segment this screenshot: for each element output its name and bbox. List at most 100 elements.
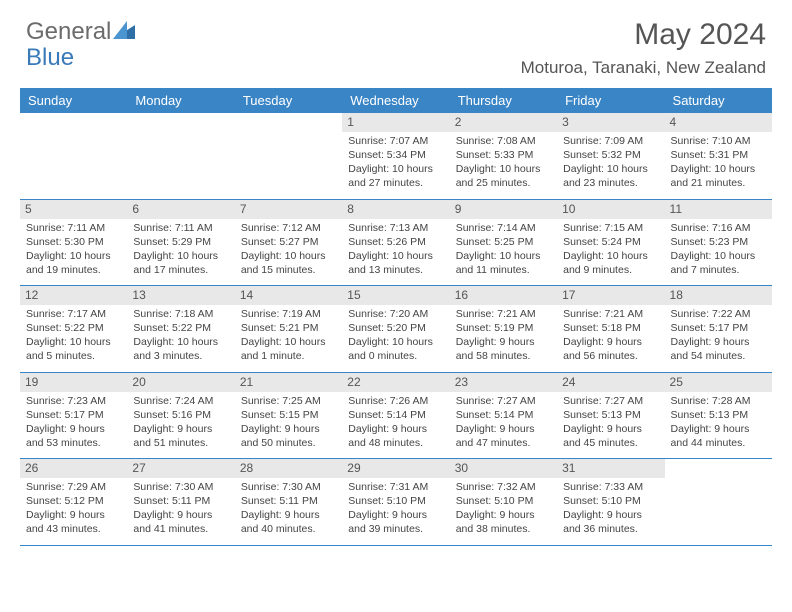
day-detail: and 17 minutes. [133, 264, 228, 277]
day-detail: Sunset: 5:29 PM [133, 236, 228, 249]
day-detail: and 48 minutes. [348, 437, 443, 450]
calendar-cell: . [20, 113, 127, 199]
day-detail: and 7 minutes. [671, 264, 766, 277]
day-number: 15 [342, 286, 449, 305]
day-detail: Sunrise: 7:33 AM [563, 481, 658, 494]
day-detail: and 38 minutes. [456, 523, 551, 536]
day-detail: Sunrise: 7:27 AM [456, 395, 551, 408]
day-detail: Daylight: 10 hours [671, 250, 766, 263]
day-detail: and 56 minutes. [563, 350, 658, 363]
day-detail: Daylight: 10 hours [456, 163, 551, 176]
day-detail: and 47 minutes. [456, 437, 551, 450]
day-detail: and 15 minutes. [241, 264, 336, 277]
day-detail: and 3 minutes. [133, 350, 228, 363]
day-number: 4 [665, 113, 772, 132]
day-detail: Daylight: 10 hours [241, 250, 336, 263]
day-detail: Daylight: 9 hours [456, 423, 551, 436]
day-detail: and 54 minutes. [671, 350, 766, 363]
calendar-cell: . [235, 113, 342, 199]
calendar-cell: 29Sunrise: 7:31 AMSunset: 5:10 PMDayligh… [342, 459, 449, 545]
weekday-label: Thursday [450, 88, 557, 113]
month-title: May 2024 [521, 18, 766, 52]
calendar-week: 12Sunrise: 7:17 AMSunset: 5:22 PMDayligh… [20, 286, 772, 373]
day-detail: and 1 minute. [241, 350, 336, 363]
calendar-cell: 2Sunrise: 7:08 AMSunset: 5:33 PMDaylight… [450, 113, 557, 199]
header: General May 2024 Moturoa, Taranaki, New … [0, 0, 792, 78]
day-detail: Daylight: 9 hours [241, 423, 336, 436]
calendar-cell: 4Sunrise: 7:10 AMSunset: 5:31 PMDaylight… [665, 113, 772, 199]
calendar-cell: 15Sunrise: 7:20 AMSunset: 5:20 PMDayligh… [342, 286, 449, 372]
day-number: 20 [127, 373, 234, 392]
day-detail: Sunset: 5:18 PM [563, 322, 658, 335]
day-detail: Daylight: 9 hours [348, 509, 443, 522]
day-detail: Daylight: 10 hours [563, 250, 658, 263]
day-detail: Sunrise: 7:32 AM [456, 481, 551, 494]
day-detail: and 43 minutes. [26, 523, 121, 536]
day-detail: Daylight: 10 hours [26, 336, 121, 349]
day-number: 26 [20, 459, 127, 478]
calendar-body: ...1Sunrise: 7:07 AMSunset: 5:34 PMDayli… [20, 113, 772, 546]
calendar-cell: 16Sunrise: 7:21 AMSunset: 5:19 PMDayligh… [450, 286, 557, 372]
calendar-cell: 3Sunrise: 7:09 AMSunset: 5:32 PMDaylight… [557, 113, 664, 199]
day-detail: Daylight: 9 hours [133, 509, 228, 522]
day-detail: Sunrise: 7:30 AM [133, 481, 228, 494]
day-number: 16 [450, 286, 557, 305]
day-detail: and 36 minutes. [563, 523, 658, 536]
calendar-cell: 27Sunrise: 7:30 AMSunset: 5:11 PMDayligh… [127, 459, 234, 545]
calendar-cell: 26Sunrise: 7:29 AMSunset: 5:12 PMDayligh… [20, 459, 127, 545]
day-detail: Sunset: 5:10 PM [563, 495, 658, 508]
calendar-cell: 1Sunrise: 7:07 AMSunset: 5:34 PMDaylight… [342, 113, 449, 199]
day-detail: Sunrise: 7:10 AM [671, 135, 766, 148]
day-detail: Sunset: 5:27 PM [241, 236, 336, 249]
day-detail: Sunset: 5:12 PM [26, 495, 121, 508]
day-detail: Sunset: 5:32 PM [563, 149, 658, 162]
day-detail: Daylight: 10 hours [348, 163, 443, 176]
day-detail: Daylight: 9 hours [563, 336, 658, 349]
day-detail: and 44 minutes. [671, 437, 766, 450]
calendar-cell: 23Sunrise: 7:27 AMSunset: 5:14 PMDayligh… [450, 373, 557, 459]
day-detail: Sunset: 5:13 PM [671, 409, 766, 422]
calendar-cell: 24Sunrise: 7:27 AMSunset: 5:13 PMDayligh… [557, 373, 664, 459]
calendar-cell: . [665, 459, 772, 545]
calendar-cell: 30Sunrise: 7:32 AMSunset: 5:10 PMDayligh… [450, 459, 557, 545]
calendar: SundayMondayTuesdayWednesdayThursdayFrid… [20, 88, 772, 546]
day-detail: and 50 minutes. [241, 437, 336, 450]
day-detail: Sunset: 5:17 PM [671, 322, 766, 335]
day-detail: Sunrise: 7:13 AM [348, 222, 443, 235]
calendar-cell: 19Sunrise: 7:23 AMSunset: 5:17 PMDayligh… [20, 373, 127, 459]
calendar-cell: 18Sunrise: 7:22 AMSunset: 5:17 PMDayligh… [665, 286, 772, 372]
day-detail: Sunrise: 7:16 AM [671, 222, 766, 235]
day-detail: Daylight: 9 hours [26, 423, 121, 436]
day-detail: Sunrise: 7:09 AM [563, 135, 658, 148]
day-number: 24 [557, 373, 664, 392]
day-detail: and 11 minutes. [456, 264, 551, 277]
day-number: 5 [20, 200, 127, 219]
weekday-label: Sunday [20, 88, 127, 113]
day-detail: Daylight: 10 hours [133, 336, 228, 349]
day-detail: and 58 minutes. [456, 350, 551, 363]
logo: General [26, 18, 135, 46]
day-number: 12 [20, 286, 127, 305]
day-detail: and 25 minutes. [456, 177, 551, 190]
day-detail: Daylight: 10 hours [456, 250, 551, 263]
day-detail: and 53 minutes. [26, 437, 121, 450]
calendar-week: 26Sunrise: 7:29 AMSunset: 5:12 PMDayligh… [20, 459, 772, 546]
day-detail: Sunset: 5:17 PM [26, 409, 121, 422]
day-detail: Sunset: 5:19 PM [456, 322, 551, 335]
day-number: 10 [557, 200, 664, 219]
day-detail: and 0 minutes. [348, 350, 443, 363]
day-detail: Sunrise: 7:12 AM [241, 222, 336, 235]
calendar-week: 5Sunrise: 7:11 AMSunset: 5:30 PMDaylight… [20, 200, 772, 287]
day-number: 30 [450, 459, 557, 478]
calendar-cell: 28Sunrise: 7:30 AMSunset: 5:11 PMDayligh… [235, 459, 342, 545]
day-detail: and 5 minutes. [26, 350, 121, 363]
day-detail: Daylight: 9 hours [133, 423, 228, 436]
title-block: May 2024 Moturoa, Taranaki, New Zealand [521, 18, 766, 78]
day-number: 3 [557, 113, 664, 132]
day-detail: Sunrise: 7:07 AM [348, 135, 443, 148]
day-detail: and 27 minutes. [348, 177, 443, 190]
day-detail: Sunrise: 7:22 AM [671, 308, 766, 321]
calendar-cell: 10Sunrise: 7:15 AMSunset: 5:24 PMDayligh… [557, 200, 664, 286]
calendar-cell: 9Sunrise: 7:14 AMSunset: 5:25 PMDaylight… [450, 200, 557, 286]
logo-text-2: Blue [26, 44, 74, 72]
